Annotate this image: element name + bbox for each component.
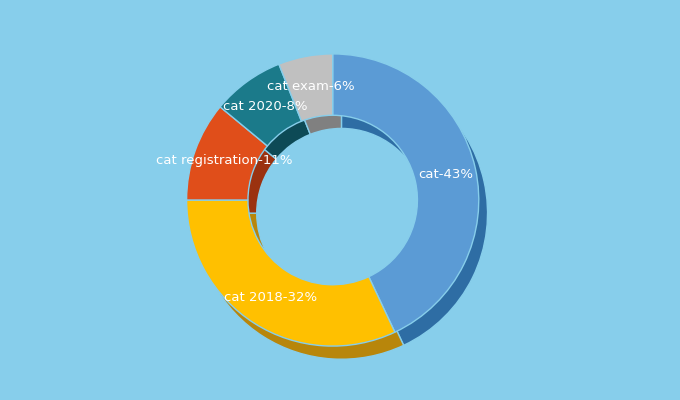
Text: cat-43%: cat-43%: [418, 168, 473, 181]
Text: cat exam-6%: cat exam-6%: [267, 80, 355, 93]
Wedge shape: [195, 213, 404, 359]
Wedge shape: [229, 77, 310, 159]
Wedge shape: [288, 67, 341, 134]
Wedge shape: [341, 67, 488, 345]
Wedge shape: [333, 54, 479, 332]
Wedge shape: [186, 200, 395, 346]
Wedge shape: [195, 120, 276, 213]
Text: cat 2018-32%: cat 2018-32%: [224, 291, 318, 304]
Wedge shape: [279, 54, 333, 121]
Wedge shape: [186, 107, 267, 200]
Text: cat registration-11%: cat registration-11%: [156, 154, 292, 168]
Wedge shape: [220, 64, 301, 146]
Text: cat 2020-8%: cat 2020-8%: [222, 100, 307, 113]
